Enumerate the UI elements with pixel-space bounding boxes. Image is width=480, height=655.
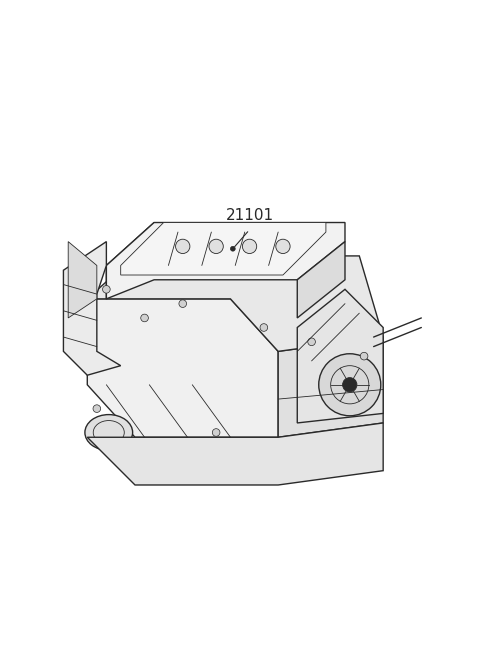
Circle shape bbox=[179, 300, 187, 307]
Polygon shape bbox=[87, 256, 383, 351]
Circle shape bbox=[308, 338, 315, 346]
Circle shape bbox=[141, 314, 148, 322]
Circle shape bbox=[343, 378, 357, 392]
Circle shape bbox=[103, 286, 110, 293]
Circle shape bbox=[242, 239, 257, 253]
Circle shape bbox=[319, 354, 381, 416]
Polygon shape bbox=[120, 223, 326, 275]
Polygon shape bbox=[297, 290, 383, 423]
Ellipse shape bbox=[85, 415, 132, 451]
Polygon shape bbox=[68, 242, 97, 318]
Circle shape bbox=[230, 246, 235, 251]
Circle shape bbox=[276, 239, 290, 253]
Polygon shape bbox=[107, 223, 345, 299]
Circle shape bbox=[209, 239, 223, 253]
Circle shape bbox=[260, 324, 268, 331]
Polygon shape bbox=[107, 223, 154, 299]
Polygon shape bbox=[87, 423, 383, 485]
Polygon shape bbox=[87, 299, 278, 438]
Circle shape bbox=[212, 428, 220, 436]
Circle shape bbox=[176, 239, 190, 253]
Polygon shape bbox=[278, 337, 383, 438]
Circle shape bbox=[360, 352, 368, 360]
Text: 21101: 21101 bbox=[226, 208, 274, 223]
Circle shape bbox=[93, 405, 101, 413]
Polygon shape bbox=[63, 242, 120, 375]
Polygon shape bbox=[297, 242, 345, 318]
